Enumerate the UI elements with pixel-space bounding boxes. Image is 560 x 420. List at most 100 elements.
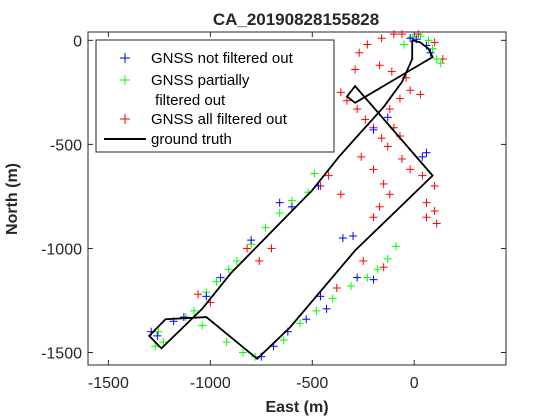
data-point [224, 265, 233, 274]
data-point [379, 179, 388, 188]
data-point [375, 202, 384, 211]
data-point [422, 213, 431, 222]
data-point [154, 327, 163, 336]
data-point [424, 36, 433, 45]
y-tick-label: -1000 [41, 241, 82, 258]
data-point [322, 304, 331, 313]
data-point [432, 219, 441, 228]
y-tick-label: 0 [73, 33, 82, 50]
data-point [153, 331, 162, 340]
data-point [398, 30, 407, 39]
data-point [406, 86, 415, 95]
data-point [347, 281, 356, 290]
data-point [379, 263, 388, 272]
data-point [363, 273, 372, 282]
data-point [338, 234, 347, 243]
data-point [363, 40, 372, 49]
data-point [296, 319, 305, 328]
data-point [328, 294, 337, 303]
data-point [373, 265, 382, 274]
data-point [430, 206, 439, 215]
x-tick-label: -1500 [88, 375, 129, 392]
data-point [353, 273, 362, 282]
data-point [275, 209, 284, 218]
data-point [353, 105, 362, 114]
data-point [361, 115, 370, 124]
legend-label: GNSS partially [151, 72, 250, 89]
data-point [198, 321, 207, 330]
data-point [279, 336, 288, 345]
data-point [275, 198, 284, 207]
data-point [398, 154, 407, 163]
data-point [414, 30, 423, 39]
legend-plus-marker [120, 75, 130, 85]
data-point [202, 292, 211, 301]
data-point [336, 88, 345, 97]
y-axis-label: North (m) [4, 163, 21, 235]
data-point [432, 55, 441, 64]
data-point [389, 30, 398, 39]
legend-label: filtered out [151, 92, 226, 109]
data-point [369, 165, 378, 174]
series-2 [194, 30, 447, 307]
x-tick-label: -1000 [190, 375, 231, 392]
data-point [312, 306, 321, 315]
data-point [355, 48, 364, 57]
data-point [430, 182, 439, 191]
data-point [247, 236, 256, 245]
y-axis: 0 -500 -1000 -1500 [41, 33, 506, 363]
data-point [385, 105, 394, 114]
data-point [383, 254, 392, 263]
data-point [422, 198, 431, 207]
data-point [428, 44, 437, 53]
data-point [369, 275, 378, 284]
data-point [302, 315, 311, 324]
data-point [383, 142, 392, 151]
data-point [430, 38, 439, 47]
series-3 [147, 39, 434, 361]
legend-label: GNSS not filtered out [151, 50, 294, 67]
data-point [310, 169, 319, 178]
data-point [422, 148, 431, 157]
data-point [243, 244, 252, 253]
data-point [408, 33, 417, 42]
data-point [216, 273, 225, 282]
data-point [369, 213, 378, 222]
y-tick-label: -1500 [41, 346, 82, 363]
data-point [238, 348, 247, 357]
data-point [387, 67, 396, 76]
data-point [369, 125, 378, 134]
x-tick-label: -500 [296, 375, 328, 392]
series-layer [147, 30, 447, 361]
data-point [406, 34, 415, 43]
legend-plus-marker [120, 53, 130, 63]
data-point [375, 61, 384, 70]
data-point [383, 113, 392, 122]
data-point [416, 32, 425, 41]
legend-plus-marker [120, 114, 130, 124]
data-point [179, 313, 188, 322]
data-point [406, 165, 415, 174]
data-point [357, 152, 366, 161]
data-point [395, 94, 404, 103]
data-point [287, 202, 296, 211]
data-point [418, 152, 427, 161]
data-point [261, 223, 270, 232]
y-tick-label: -500 [50, 137, 82, 154]
data-point [400, 40, 409, 49]
x-tick-label: 0 [410, 375, 419, 392]
data-point [351, 65, 360, 74]
x-axis-label: East (m) [265, 399, 328, 416]
data-point [336, 190, 345, 199]
data-point [222, 338, 231, 347]
ground-truth-line [147, 39, 434, 361]
series-0 [147, 34, 435, 361]
legend: GNSS not filtered out GNSS partially filt… [95, 39, 335, 153]
data-point [316, 292, 325, 301]
data-point [391, 242, 400, 251]
data-point [255, 256, 264, 265]
data-point [436, 59, 445, 68]
data-point [342, 96, 351, 105]
data-point [267, 244, 276, 253]
